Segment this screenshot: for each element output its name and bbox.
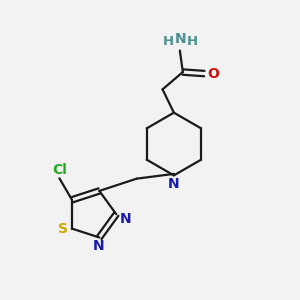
- FancyBboxPatch shape: [51, 165, 68, 175]
- FancyBboxPatch shape: [58, 224, 68, 234]
- FancyBboxPatch shape: [93, 242, 104, 251]
- FancyBboxPatch shape: [163, 36, 174, 46]
- FancyBboxPatch shape: [120, 214, 131, 224]
- Text: N: N: [175, 32, 187, 46]
- FancyBboxPatch shape: [187, 36, 198, 46]
- Text: S: S: [58, 222, 68, 236]
- Text: H: H: [163, 34, 174, 47]
- Text: Cl: Cl: [52, 163, 67, 177]
- FancyBboxPatch shape: [176, 34, 187, 44]
- Text: H: H: [187, 34, 198, 47]
- FancyBboxPatch shape: [207, 69, 218, 78]
- FancyBboxPatch shape: [168, 179, 179, 188]
- Text: O: O: [207, 67, 219, 81]
- Text: N: N: [119, 212, 131, 226]
- Text: N: N: [168, 177, 180, 191]
- Text: N: N: [93, 239, 105, 254]
